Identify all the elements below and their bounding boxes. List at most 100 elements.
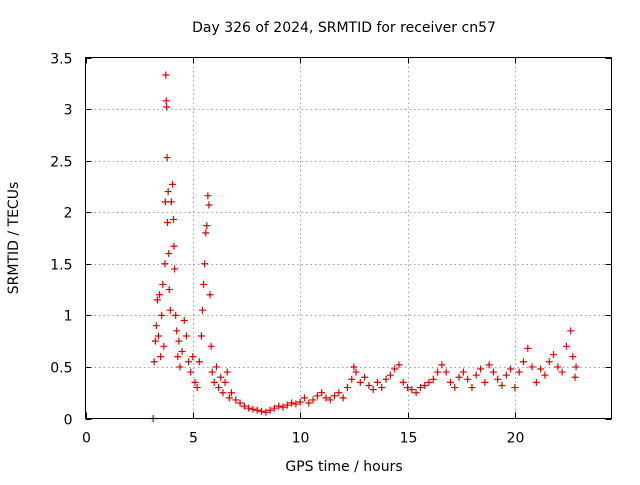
data-point (292, 400, 300, 408)
data-point (156, 291, 164, 299)
data-point (215, 384, 223, 392)
data-point (485, 361, 493, 369)
data-point (193, 384, 201, 392)
data-point (161, 198, 169, 206)
data-point (162, 71, 170, 79)
x-tick-label: 10 (292, 431, 310, 447)
data-point (451, 384, 459, 392)
data-point (507, 365, 515, 373)
data-point (197, 332, 205, 340)
data-point (195, 358, 203, 366)
data-point (178, 347, 186, 355)
data-point (412, 389, 420, 397)
data-point (545, 358, 553, 366)
data-point (541, 371, 549, 379)
data-point (163, 154, 171, 162)
data-point (219, 389, 227, 397)
data-point (322, 394, 330, 402)
data-point (166, 306, 174, 314)
data-point (438, 361, 446, 369)
data-point (434, 368, 442, 376)
data-point (331, 392, 339, 400)
data-point (472, 371, 480, 379)
data-point (335, 389, 343, 397)
data-point (191, 378, 199, 386)
data-point (421, 381, 429, 389)
data-point (161, 260, 169, 268)
data-point (404, 384, 412, 392)
data-point (350, 363, 358, 371)
data-point (157, 353, 165, 361)
data-point (352, 368, 360, 376)
data-point (163, 103, 171, 111)
y-tick-label: 0.5 (50, 361, 72, 377)
data-point (225, 394, 233, 402)
data-point (253, 406, 261, 414)
data-point (386, 371, 394, 379)
data-point (446, 378, 454, 386)
data-point (202, 229, 210, 237)
data-point (208, 368, 216, 376)
data-point (270, 404, 278, 412)
data-point (524, 344, 532, 352)
data-point (236, 399, 244, 407)
y-tick-label: 1.5 (50, 258, 72, 274)
data-point (160, 342, 168, 350)
data-point (212, 363, 220, 371)
data-point (572, 363, 580, 371)
data-point (152, 322, 160, 330)
chart-title: Day 326 of 2024, SRMTID for receiver cn5… (192, 20, 496, 36)
data-point (416, 384, 424, 392)
data-point (569, 353, 577, 361)
x-tick-label: 5 (189, 431, 198, 447)
data-point (164, 188, 172, 196)
data-point (205, 201, 213, 209)
data-point (182, 332, 190, 340)
data-point (442, 368, 450, 376)
plot-frame (85, 57, 612, 419)
data-point (203, 222, 211, 230)
data-point (537, 365, 545, 373)
data-point (207, 342, 215, 350)
data-point (201, 260, 209, 268)
data-point (176, 363, 184, 371)
data-point (395, 361, 403, 369)
data-point (567, 327, 575, 335)
data-point (429, 375, 437, 383)
data-point (165, 286, 173, 294)
data-point (189, 353, 197, 361)
data-point (162, 97, 170, 105)
data-point (425, 378, 433, 386)
data-point (365, 381, 373, 389)
data-point (171, 265, 179, 273)
data-point (464, 375, 472, 383)
data-point (200, 280, 208, 288)
data-point (550, 351, 558, 359)
data-point (489, 368, 497, 376)
data-point (258, 407, 266, 415)
data-point (199, 306, 207, 314)
data-point (172, 311, 180, 319)
data-point (159, 280, 167, 288)
data-point (173, 327, 181, 335)
data-point (369, 386, 377, 394)
y-tick-label: 3.5 (50, 52, 72, 68)
data-point (305, 399, 313, 407)
data-point (240, 402, 248, 410)
data-point (348, 375, 356, 383)
data-point (515, 368, 523, 376)
data-point (459, 368, 467, 376)
data-point (326, 396, 334, 404)
data-point (249, 405, 257, 413)
data-point (309, 396, 317, 404)
data-point (232, 396, 240, 404)
x-axis-title: GPS time / hours (285, 459, 402, 475)
data-point (318, 389, 326, 397)
x-tick-label: 0 (82, 431, 91, 447)
y-tick-label: 2 (64, 206, 73, 222)
data-point (154, 332, 162, 340)
data-point (562, 342, 570, 350)
x-tick-label: 15 (400, 431, 418, 447)
y-tick-label: 0 (64, 413, 73, 429)
